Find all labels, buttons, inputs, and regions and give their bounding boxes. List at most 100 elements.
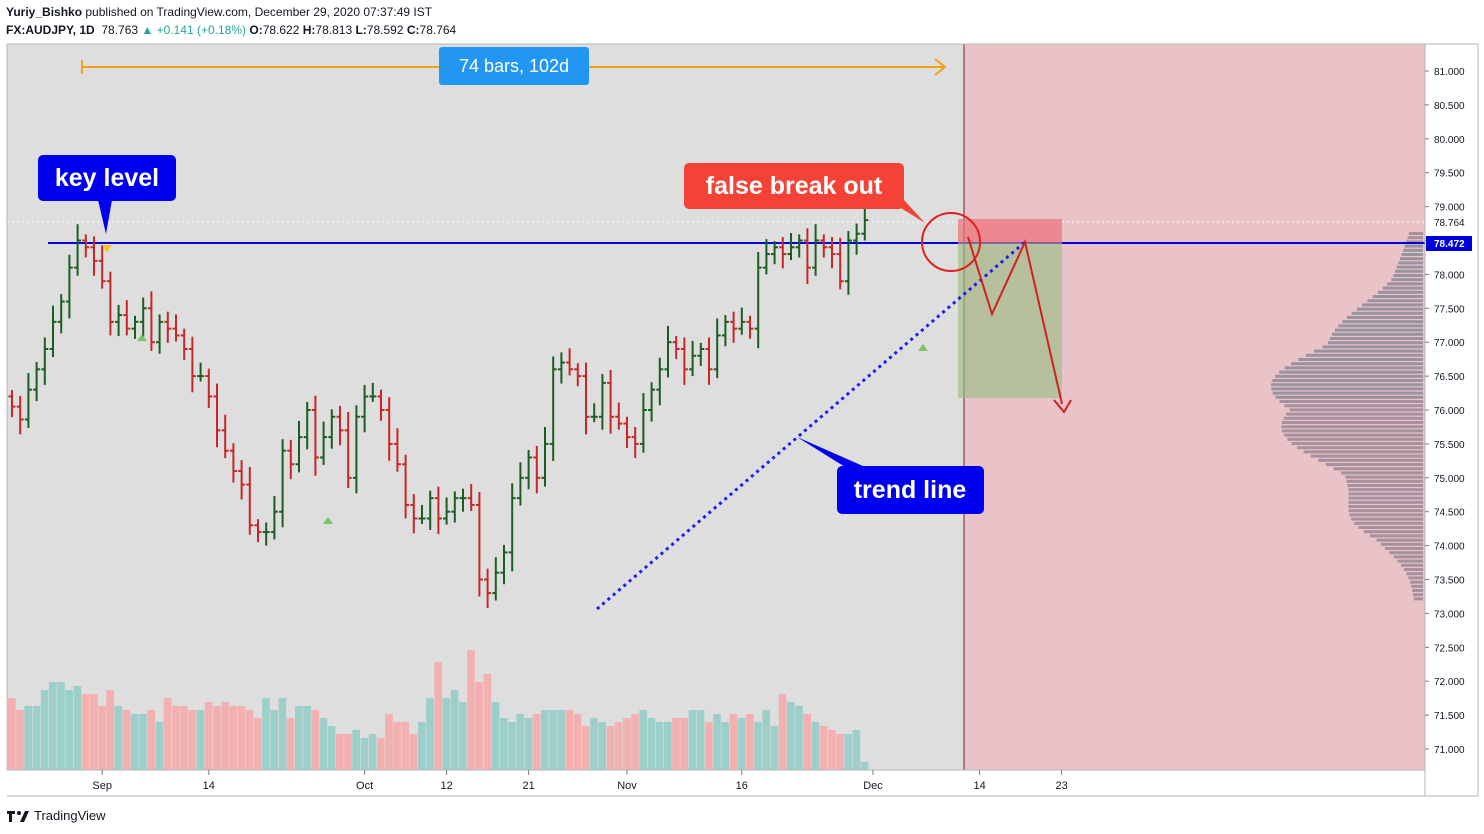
ohlc-bar: [853, 223, 861, 255]
short-target-zone: [958, 243, 1062, 398]
volume-bar: [623, 718, 631, 770]
volume-profile: [1271, 232, 1423, 601]
ohlc-bar: [795, 234, 803, 258]
volume-bar: [721, 722, 729, 770]
volume-profile-row: [1329, 337, 1423, 340]
ohlc-bar: [639, 393, 647, 453]
open-value: 78.622: [262, 23, 300, 37]
volume-profile-row: [1348, 509, 1423, 513]
volume-profile-row: [1393, 555, 1423, 559]
volume-profile-row: [1348, 488, 1423, 492]
tradingview-brand: TradingView: [34, 808, 106, 823]
ohlc-bar: [516, 462, 524, 506]
high-value: 78.813: [315, 23, 353, 37]
ohlc-bar: [344, 412, 352, 488]
volume-bar: [360, 738, 369, 770]
ohlc-bar: [41, 337, 49, 385]
ohlc-bar: [861, 205, 869, 241]
ohlc-bar: [426, 490, 434, 531]
volume-profile-row: [1283, 433, 1423, 437]
volume-profile-row: [1348, 505, 1423, 508]
ohlc-bar: [820, 234, 828, 258]
ohlc-bar: [180, 328, 188, 360]
ohlc-bar: [721, 315, 729, 347]
ohlc-bar: [762, 239, 770, 275]
volume-profile-row: [1303, 450, 1423, 454]
volume-profile-row: [1403, 568, 1423, 571]
ohlc-bar: [369, 382, 377, 402]
volume-bar: [106, 690, 114, 770]
ohlc-bar: [33, 361, 41, 402]
ohlc-bar: [361, 384, 369, 433]
false-break-circle: [921, 212, 981, 272]
ohlc-bar: [295, 420, 303, 473]
signal-marker: [102, 245, 112, 252]
ohlc-bar: [303, 401, 311, 450]
volume-bar: [295, 706, 303, 770]
volume-bar: [155, 722, 164, 770]
tradingview-logo-icon: [7, 810, 29, 822]
volume-profile-row: [1286, 412, 1423, 416]
x-tick-label: 21: [522, 780, 534, 792]
y-tick-label: 75.000: [1434, 474, 1465, 485]
volume-profile-row: [1306, 353, 1423, 357]
ohlc-bar: [541, 426, 549, 487]
x-tick-label: Oct: [356, 780, 373, 792]
price-axis[interactable]: 81.00080.50080.00079.50079.00078.50078.0…: [1425, 67, 1465, 756]
volume-bar: [573, 714, 582, 770]
tradingview-logo[interactable]: TradingView: [6, 808, 106, 823]
short-stop-zone: [958, 219, 1062, 243]
ohlc-bar: [533, 445, 541, 494]
volume-profile-row: [1322, 345, 1423, 349]
y-tick-label: 80.000: [1434, 135, 1465, 146]
volume-profile-row: [1318, 458, 1423, 462]
volume-profile-row: [1398, 261, 1423, 265]
volume-bar: [778, 694, 787, 770]
ohlc-bar: [631, 426, 639, 459]
close-value: 78.764: [419, 23, 457, 37]
ohlc-bar: [648, 382, 656, 422]
ohlc-bar: [336, 405, 344, 446]
volume-bar: [32, 706, 41, 770]
volume-profile-row: [1279, 400, 1423, 403]
volume-bar: [590, 718, 598, 770]
x-tick-label: Sep: [92, 780, 112, 792]
ohlc-bar: [689, 340, 697, 377]
volume-profile-row: [1289, 408, 1423, 412]
open-label: O:: [249, 23, 263, 37]
projection-arrowhead: [1053, 399, 1072, 414]
ohlc-bar: [418, 504, 426, 524]
ohlc-bar: [623, 416, 631, 448]
author-name[interactable]: Yuriy_Bishko: [6, 5, 83, 19]
volume-profile-row: [1281, 425, 1423, 429]
volume-bar: [500, 718, 508, 770]
ohlc-bars: [8, 205, 869, 608]
volume-profile-row: [1396, 265, 1423, 269]
volume-profile-row: [1411, 584, 1423, 588]
volume-bar: [163, 698, 172, 770]
time-axis[interactable]: Sep 14 Oct 12 21 Nov 16 Dec 14 23: [92, 770, 1068, 792]
ohlc-bar: [57, 294, 65, 334]
volume-bar: [180, 706, 188, 770]
volume-bar: [860, 762, 869, 770]
ohlc-bar: [475, 492, 483, 597]
volume-bar: [852, 730, 861, 770]
volume-bar: [606, 726, 615, 770]
trend-line-pointer: [797, 437, 872, 470]
ohlc-bar: [598, 374, 606, 430]
y-tick-label: 79.000: [1434, 203, 1465, 214]
volume-profile-row: [1346, 316, 1423, 319]
volume-profile-row: [1348, 492, 1423, 496]
volume-bar: [459, 702, 467, 770]
volume-profile-row: [1333, 467, 1423, 471]
ohlc-bar: [221, 414, 229, 459]
x-tick-label: Dec: [863, 780, 883, 792]
volume-bar: [409, 734, 418, 770]
y-tick-label: 77.000: [1434, 338, 1465, 349]
volume-profile-row: [1377, 290, 1423, 294]
volume-profile-row: [1382, 286, 1423, 290]
symbol-label[interactable]: FX:AUDJPY, 1D: [6, 23, 95, 37]
volume-bar: [655, 722, 664, 770]
trend-line[interactable]: [596, 240, 1026, 611]
